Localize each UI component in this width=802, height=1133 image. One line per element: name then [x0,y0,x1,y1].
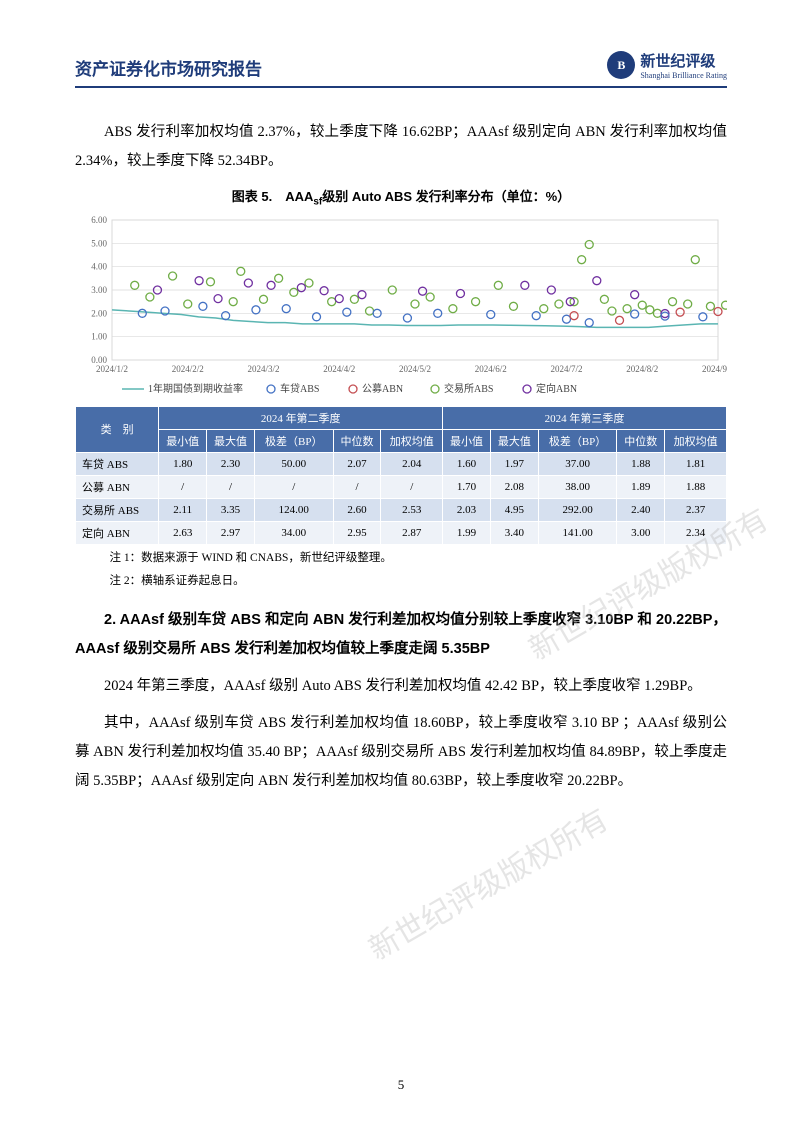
svg-text:5.00: 5.00 [91,238,107,248]
logo-en: Shanghai Brilliance Rating [640,71,727,80]
svg-text:2024/6/2: 2024/6/2 [475,364,507,374]
chart-title: 图表 5. AAAsf级别 Auto ABS 发行利率分布（单位：%） [75,186,727,208]
page-number: 5 [0,1077,802,1093]
header-logo: B 新世纪评级 Shanghai Brilliance Rating [607,50,727,80]
svg-text:2024/9/2: 2024/9/2 [702,364,727,374]
svg-text:2024/7/2: 2024/7/2 [550,364,582,374]
svg-text:2024/8/2: 2024/8/2 [626,364,658,374]
note-1: 注 1：数据来源于 WIND 和 CNABS，新世纪评级整理。 [110,549,728,569]
svg-text:6.00: 6.00 [91,215,107,225]
svg-text:2024/2/2: 2024/2/2 [172,364,204,374]
page-header: 资产证券化市场研究报告 B 新世纪评级 Shanghai Brilliance … [75,50,727,88]
paragraph-3: 其中，AAAsf 级别车贷 ABS 发行利差加权均值 18.60BP，较上季度收… [75,709,727,796]
note-2: 注 2：横轴系证券起息日。 [110,572,728,592]
svg-text:2024/3/2: 2024/3/2 [247,364,279,374]
header-title: 资产证券化市场研究报告 [75,55,262,80]
svg-text:公募ABN: 公募ABN [362,382,403,395]
paragraph-2: 2024 年第三季度，AAAsf 级别 Auto ABS 发行利差加权均值 42… [75,672,727,701]
svg-text:定向ABN: 定向ABN [536,382,577,395]
svg-text:4.00: 4.00 [91,261,107,271]
svg-text:1年期国债到期收益率: 1年期国债到期收益率 [148,382,243,395]
scatter-chart: 0.001.002.003.004.005.006.002024/1/22024… [75,214,727,404]
section-heading-2: 2. AAAsf 级别车贷 ABS 和定向 ABN 发行利差加权均值分别较上季度… [75,606,727,664]
svg-text:2024/4/2: 2024/4/2 [323,364,355,374]
svg-text:1.00: 1.00 [91,331,107,341]
watermark: 新世纪评级版权所有 [359,795,615,968]
svg-text:3.00: 3.00 [91,285,107,295]
svg-text:2.00: 2.00 [91,308,107,318]
paragraph-1: ABS 发行利率加权均值 2.37%，较上季度下降 16.62BP；AAAsf … [75,118,727,176]
svg-text:2024/5/2: 2024/5/2 [399,364,431,374]
logo-text: 新世纪评级 Shanghai Brilliance Rating [640,50,727,80]
logo-cn: 新世纪评级 [640,50,727,71]
chart-svg: 0.001.002.003.004.005.006.002024/1/22024… [75,214,727,404]
svg-text:交易所ABS: 交易所ABS [444,382,493,395]
data-table: 类 别2024 年第二季度2024 年第三季度最小值最大值极差（BP）中位数加权… [75,406,727,545]
svg-text:车贷ABS: 车贷ABS [280,382,319,395]
svg-text:2024/1/2: 2024/1/2 [96,364,128,374]
logo-badge-icon: B [607,51,635,79]
